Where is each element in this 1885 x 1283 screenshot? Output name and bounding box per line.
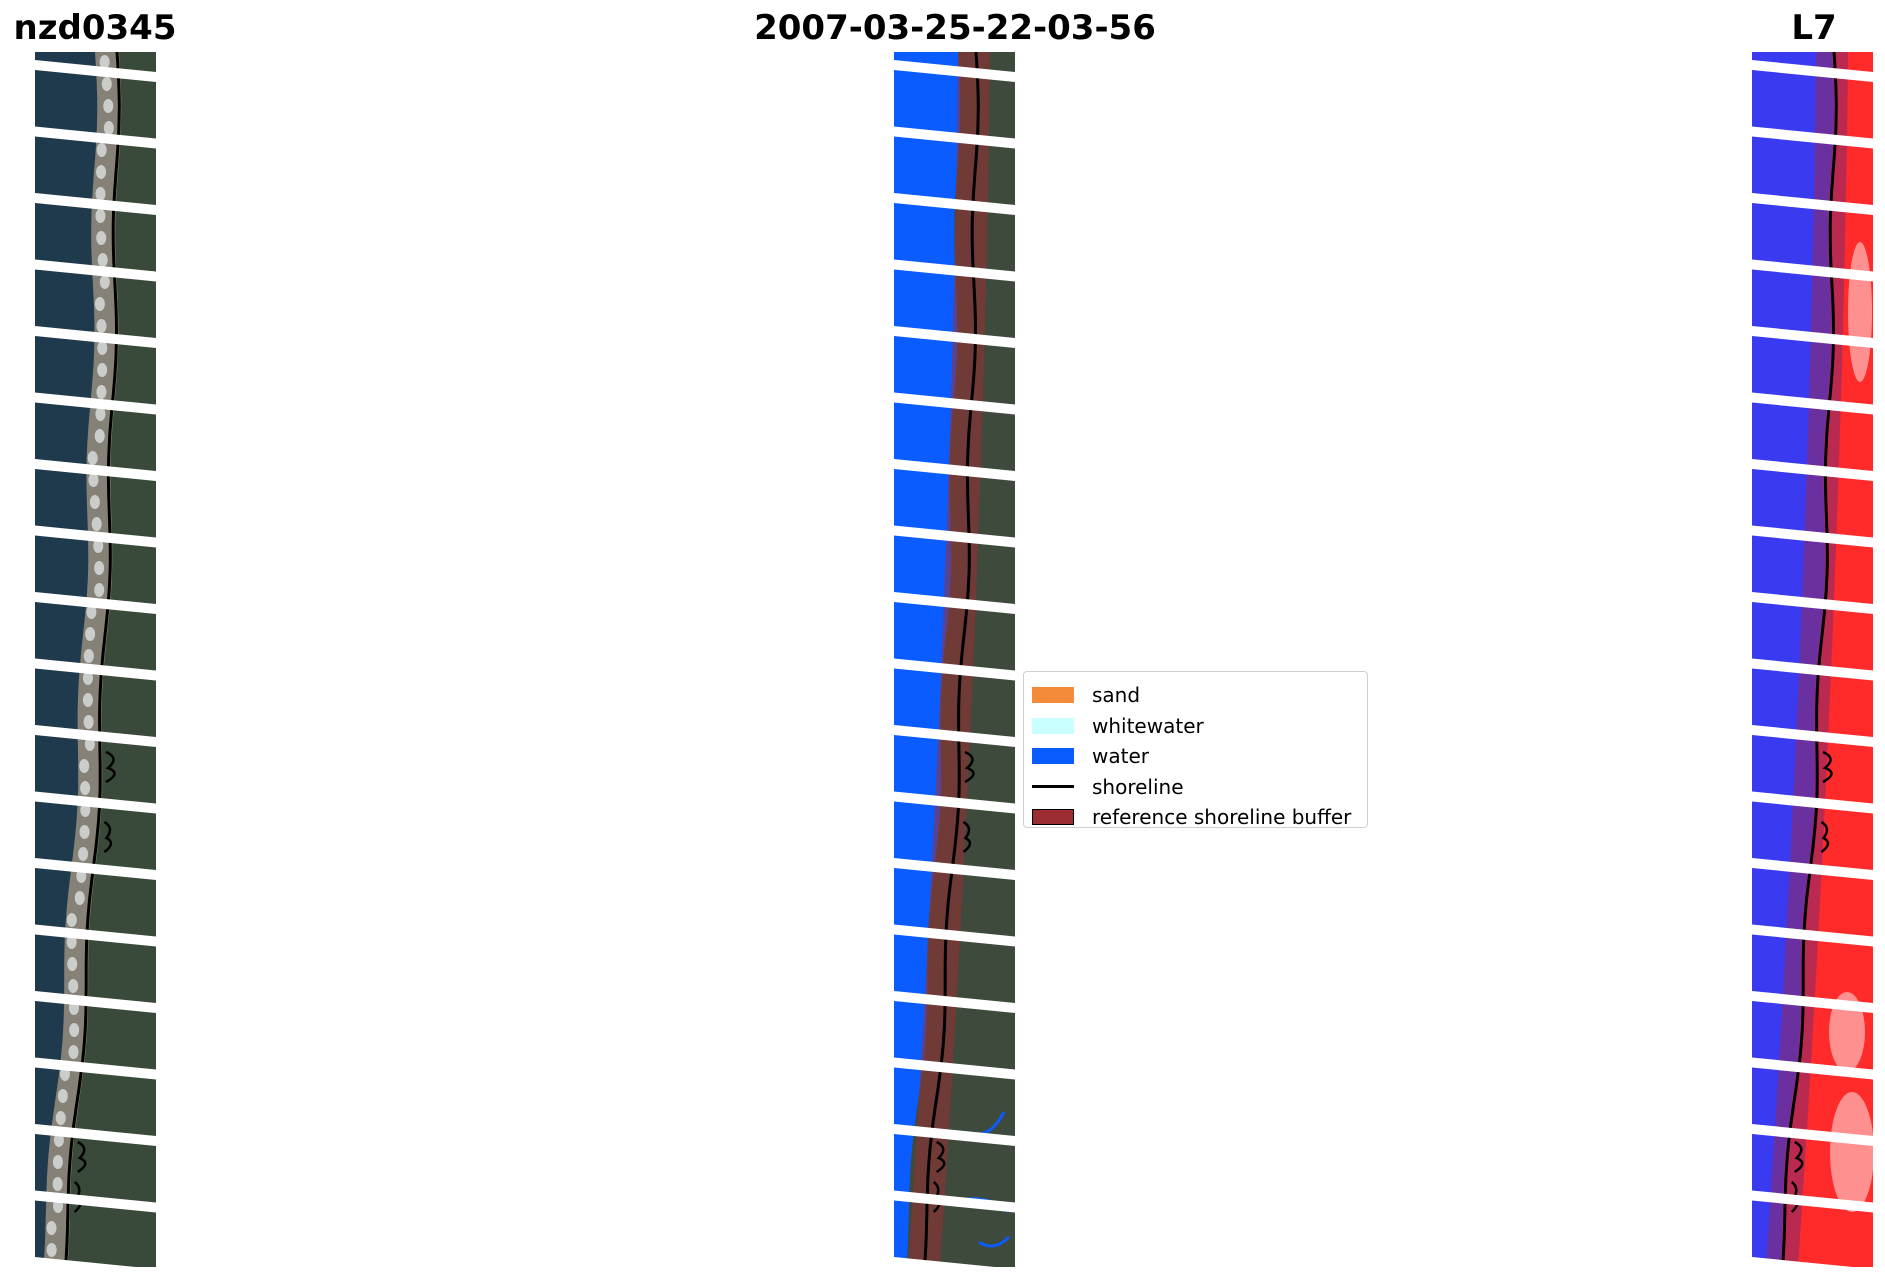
legend-item-sand: sand	[1032, 680, 1367, 711]
legend-item-reference-buffer: reference shoreline buffer	[1032, 802, 1367, 833]
legend-item-whitewater: whitewater	[1032, 711, 1367, 742]
reference-buffer-swatch	[1032, 809, 1074, 826]
shoreline-line	[1781, 52, 1838, 1265]
scan-gap-stripes	[1752, 60, 1873, 1267]
reference-shoreline-buffer	[908, 52, 990, 1267]
classified-image-panel	[894, 52, 1015, 1267]
rgb-image-panel	[35, 52, 156, 1267]
image-title-right: L7	[1791, 8, 1837, 48]
shoreline-line	[923, 52, 980, 1265]
legend-item-water: water	[1032, 741, 1367, 772]
water-class-area	[894, 52, 961, 1267]
image-title-left: nzd0345	[13, 8, 177, 48]
scan-gap-stripes	[894, 60, 1015, 1267]
beach-surf-band	[43, 52, 122, 1267]
legend-item-shoreline: shoreline	[1032, 772, 1367, 803]
legend-label-water: water	[1092, 744, 1149, 769]
water-swatch	[1032, 748, 1074, 765]
legend-label-reference-buffer: reference shoreline buffer	[1092, 805, 1352, 830]
shoreline-line-swatch	[1032, 785, 1074, 789]
shoreline-line	[64, 52, 121, 1265]
image-title-center: 2007-03-25-22-03-56	[754, 8, 1156, 48]
water-index-image-panel	[1752, 52, 1873, 1267]
legend-label-shoreline: shoreline	[1092, 774, 1184, 799]
legend-label-whitewater: whitewater	[1092, 713, 1204, 738]
whitewater-swatch	[1032, 717, 1074, 734]
legend-label-sand: sand	[1092, 683, 1141, 708]
scan-gap-stripes	[35, 60, 156, 1267]
legend: sand whitewater water shoreline referenc…	[1023, 671, 1368, 829]
sand-swatch	[1032, 687, 1074, 704]
reference-shoreline-buffer	[1766, 52, 1848, 1267]
